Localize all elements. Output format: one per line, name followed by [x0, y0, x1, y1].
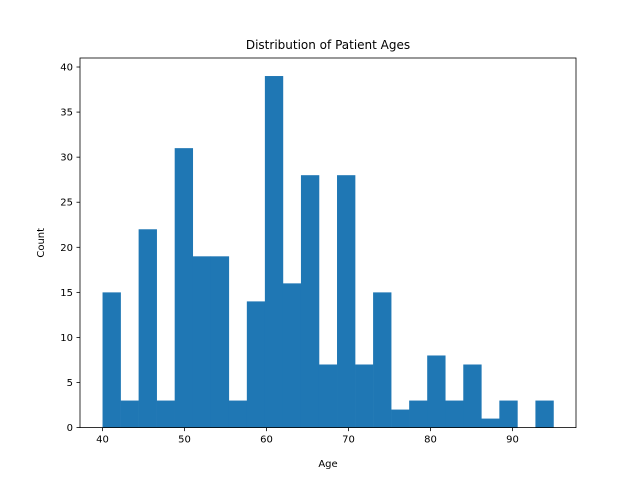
histogram-bar	[228, 400, 248, 428]
histogram-bar	[156, 400, 175, 428]
x-tick-label: 80	[424, 435, 437, 446]
y-tick-label: 5	[67, 378, 73, 389]
x-tick-label: 70	[342, 435, 355, 446]
y-axis-label: Count	[36, 228, 47, 258]
histogram-bar	[463, 364, 482, 428]
y-tick-label: 20	[60, 243, 73, 254]
histogram-bar	[300, 175, 320, 428]
histogram-bar	[355, 364, 374, 428]
histogram-bar	[102, 292, 121, 428]
histogram-bar	[427, 355, 446, 428]
x-axis-ticks: 40 50 60 70 80 90	[96, 427, 519, 446]
histogram-bar	[120, 400, 139, 428]
x-tick-label: 90	[506, 435, 519, 446]
y-tick-label: 30	[60, 153, 73, 164]
x-tick-label: 50	[178, 435, 191, 446]
y-tick-label: 10	[60, 333, 73, 344]
x-tick-label: 40	[96, 435, 109, 446]
y-tick-label: 35	[60, 108, 73, 119]
y-tick-label: 15	[60, 288, 73, 299]
histogram-bar	[535, 400, 554, 428]
histogram-bar	[282, 283, 302, 428]
histogram-bar	[499, 400, 518, 428]
x-axis-label: Age	[318, 459, 337, 470]
histogram-bar	[409, 400, 428, 428]
plot-area-frame	[79, 57, 577, 429]
histogram-bar	[264, 76, 284, 428]
histogram-bar	[174, 148, 194, 428]
histogram-bar	[318, 364, 338, 428]
x-tick-label: 60	[260, 435, 273, 446]
histogram-bar	[138, 229, 157, 428]
y-tick-label: 25	[60, 198, 73, 209]
histogram-bar	[445, 400, 464, 428]
y-tick-label: 0	[67, 423, 73, 434]
y-axis-ticks: 0 5 10 15 20 25 30 35 40	[60, 63, 80, 434]
bars-group	[102, 76, 554, 428]
histogram-bar	[210, 256, 230, 428]
histogram-bar	[373, 292, 392, 428]
y-tick-label: 40	[60, 63, 73, 74]
histogram-bar	[192, 256, 212, 428]
chart-title: Distribution of Patient Ages	[246, 38, 410, 52]
histogram-bar	[391, 409, 410, 428]
histogram-bar	[337, 175, 356, 428]
histogram-bar	[246, 301, 266, 428]
histogram-bar	[481, 418, 500, 428]
